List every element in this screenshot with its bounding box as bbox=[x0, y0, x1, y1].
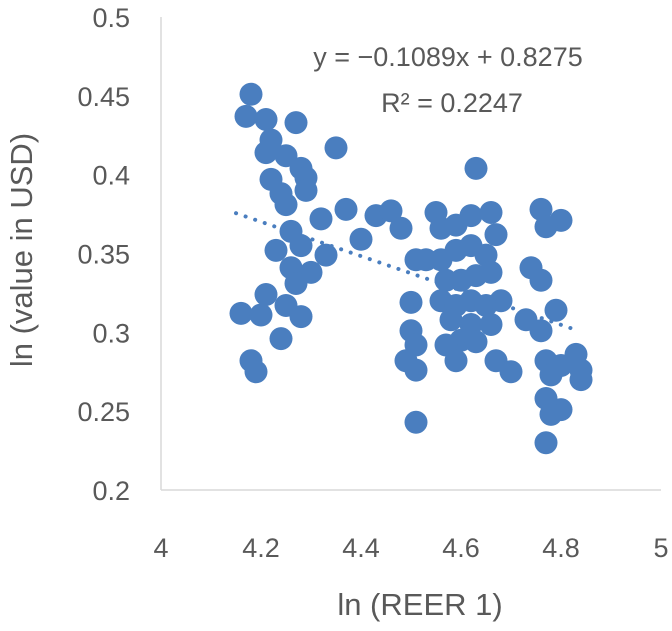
data-point bbox=[569, 368, 593, 392]
data-point bbox=[474, 243, 498, 267]
data-point bbox=[289, 305, 313, 329]
trendline bbox=[234, 211, 573, 331]
data-point bbox=[399, 290, 423, 314]
data-point bbox=[309, 207, 333, 231]
data-point bbox=[269, 327, 293, 351]
data-point bbox=[334, 197, 358, 221]
data-point bbox=[229, 301, 253, 325]
y-tick-label: 0.3 bbox=[92, 318, 130, 348]
data-point bbox=[539, 363, 563, 387]
trendline-path bbox=[234, 211, 573, 331]
data-point bbox=[529, 197, 553, 221]
x-tick-label: 5 bbox=[653, 533, 668, 563]
data-point bbox=[529, 319, 553, 343]
data-point bbox=[444, 349, 468, 373]
data-point bbox=[534, 431, 558, 455]
y-tick-label: 0.2 bbox=[92, 476, 130, 506]
data-point bbox=[289, 234, 313, 258]
data-point bbox=[464, 330, 488, 354]
data-point bbox=[404, 410, 428, 434]
y-axis-title: ln (value in USD) bbox=[4, 133, 39, 367]
data-point bbox=[324, 136, 348, 160]
data-point bbox=[349, 227, 373, 251]
x-tick-label: 4.2 bbox=[242, 533, 280, 563]
data-point bbox=[479, 312, 503, 336]
y-tick-label: 0.45 bbox=[77, 82, 130, 112]
data-point bbox=[479, 260, 503, 284]
data-point bbox=[254, 282, 278, 306]
x-axis-title: ln (REER 1) bbox=[337, 587, 502, 622]
data-point bbox=[439, 308, 463, 332]
data-point bbox=[544, 298, 568, 322]
data-point bbox=[499, 360, 523, 384]
x-tick-label: 4 bbox=[153, 533, 168, 563]
data-point bbox=[479, 201, 503, 225]
data-point bbox=[239, 82, 263, 106]
data-point bbox=[464, 156, 488, 180]
data-point bbox=[249, 303, 273, 327]
y-tick-label: 0.25 bbox=[77, 397, 130, 427]
data-point bbox=[489, 289, 513, 313]
data-point bbox=[234, 104, 258, 128]
data-point bbox=[484, 223, 508, 247]
data-point bbox=[534, 215, 558, 239]
data-point bbox=[244, 360, 268, 384]
data-point bbox=[294, 178, 318, 202]
data-point bbox=[254, 107, 278, 131]
y-tick-label: 0.4 bbox=[92, 161, 130, 191]
data-point bbox=[274, 144, 298, 168]
x-tick-labels: 4 4.2 4.4 4.6 4.8 5 bbox=[153, 533, 668, 563]
r-squared-label: R² = 0.2247 bbox=[381, 88, 523, 118]
data-point bbox=[314, 243, 338, 267]
x-tick-label: 4.8 bbox=[542, 533, 580, 563]
trendline-equation: y = −0.1089x + 0.8275 bbox=[313, 42, 582, 72]
y-tick-label: 0.5 bbox=[92, 3, 130, 33]
y-tick-label: 0.35 bbox=[77, 240, 130, 270]
data-point bbox=[459, 204, 483, 228]
data-point bbox=[284, 271, 308, 295]
data-point bbox=[529, 268, 553, 292]
data-point bbox=[389, 216, 413, 240]
x-tick-label: 4.4 bbox=[342, 533, 380, 563]
x-tick-label: 4.6 bbox=[442, 533, 480, 563]
data-points bbox=[229, 82, 593, 455]
data-point bbox=[284, 111, 308, 135]
data-point bbox=[379, 199, 403, 223]
data-point bbox=[254, 141, 278, 165]
data-point bbox=[404, 358, 428, 382]
y-tick-labels: 0.2 0.25 0.3 0.35 0.4 0.45 0.5 bbox=[77, 3, 130, 506]
data-point bbox=[264, 238, 288, 262]
data-point bbox=[539, 402, 563, 426]
data-point bbox=[274, 193, 298, 217]
